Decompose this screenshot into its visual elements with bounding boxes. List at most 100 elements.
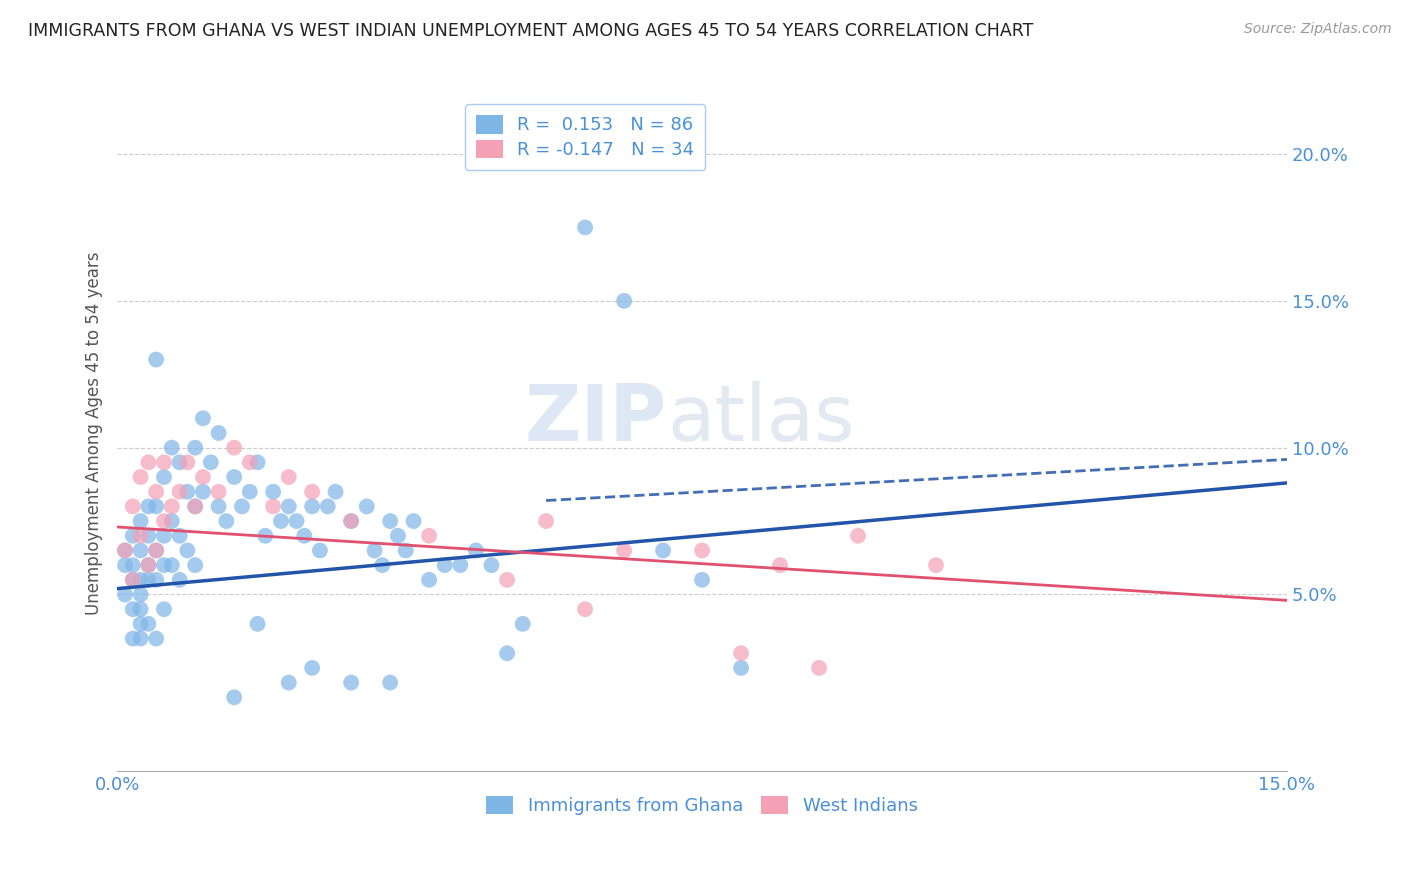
Point	[160, 441, 183, 455]
Point	[114, 587, 136, 601]
Point	[262, 484, 284, 499]
Point	[239, 455, 262, 469]
Point	[340, 514, 363, 528]
Point	[129, 587, 152, 601]
Point	[464, 543, 486, 558]
Point	[925, 558, 948, 573]
Point	[138, 455, 160, 469]
Point	[153, 529, 176, 543]
Point	[316, 500, 339, 514]
Point	[418, 573, 440, 587]
Point	[387, 529, 409, 543]
Point	[378, 675, 401, 690]
Point	[176, 484, 198, 499]
Text: IMMIGRANTS FROM GHANA VS WEST INDIAN UNEMPLOYMENT AMONG AGES 45 TO 54 YEARS CORR: IMMIGRANTS FROM GHANA VS WEST INDIAN UNE…	[28, 22, 1033, 40]
Point	[121, 573, 143, 587]
Point	[340, 514, 363, 528]
Point	[690, 543, 713, 558]
Point	[121, 558, 143, 573]
Point	[138, 529, 160, 543]
Point	[496, 573, 519, 587]
Point	[160, 514, 183, 528]
Point	[153, 470, 176, 484]
Point	[207, 425, 229, 440]
Point	[363, 543, 385, 558]
Point	[169, 529, 191, 543]
Point	[285, 514, 308, 528]
Point	[169, 573, 191, 587]
Point	[270, 514, 292, 528]
Point	[129, 529, 152, 543]
Point	[356, 500, 378, 514]
Point	[160, 500, 183, 514]
Point	[690, 573, 713, 587]
Point	[246, 616, 269, 631]
Point	[449, 558, 471, 573]
Point	[433, 558, 456, 573]
Point	[231, 500, 253, 514]
Point	[730, 661, 752, 675]
Point	[153, 558, 176, 573]
Point	[153, 514, 176, 528]
Point	[239, 484, 262, 499]
Point	[254, 529, 277, 543]
Point	[730, 646, 752, 660]
Point	[145, 543, 167, 558]
Point	[215, 514, 238, 528]
Point	[325, 484, 347, 499]
Point	[121, 602, 143, 616]
Point	[808, 661, 831, 675]
Point	[145, 543, 167, 558]
Point	[574, 220, 596, 235]
Point	[129, 616, 152, 631]
Point	[534, 514, 557, 528]
Point	[160, 558, 183, 573]
Point	[176, 543, 198, 558]
Point	[301, 500, 323, 514]
Point	[652, 543, 675, 558]
Point	[121, 632, 143, 646]
Point	[138, 500, 160, 514]
Point	[378, 514, 401, 528]
Point	[246, 455, 269, 469]
Point	[191, 411, 214, 425]
Point	[846, 529, 869, 543]
Legend: Immigrants from Ghana, West Indians: Immigrants from Ghana, West Indians	[479, 789, 925, 822]
Point	[138, 558, 160, 573]
Point	[277, 470, 299, 484]
Point	[145, 632, 167, 646]
Point	[121, 529, 143, 543]
Point	[395, 543, 418, 558]
Point	[574, 602, 596, 616]
Point	[184, 500, 207, 514]
Point	[129, 543, 152, 558]
Point	[145, 500, 167, 514]
Point	[402, 514, 425, 528]
Point	[145, 484, 167, 499]
Text: atlas: atlas	[666, 382, 855, 458]
Point	[184, 441, 207, 455]
Point	[340, 675, 363, 690]
Point	[277, 500, 299, 514]
Point	[129, 632, 152, 646]
Point	[309, 543, 332, 558]
Point	[301, 484, 323, 499]
Point	[129, 470, 152, 484]
Point	[481, 558, 503, 573]
Point	[613, 293, 636, 308]
Point	[145, 573, 167, 587]
Point	[184, 500, 207, 514]
Text: Source: ZipAtlas.com: Source: ZipAtlas.com	[1244, 22, 1392, 37]
Point	[191, 470, 214, 484]
Point	[262, 500, 284, 514]
Point	[169, 484, 191, 499]
Point	[277, 675, 299, 690]
Point	[200, 455, 222, 469]
Point	[418, 529, 440, 543]
Point	[169, 455, 191, 469]
Point	[114, 543, 136, 558]
Point	[138, 573, 160, 587]
Text: ZIP: ZIP	[524, 382, 666, 458]
Point	[138, 616, 160, 631]
Point	[207, 500, 229, 514]
